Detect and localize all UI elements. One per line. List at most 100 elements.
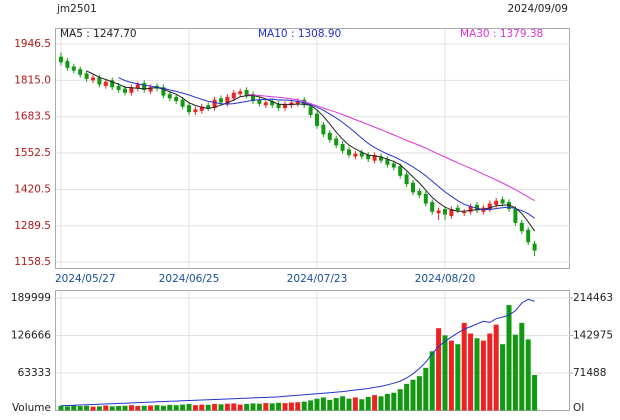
y2-axis-label: OI xyxy=(573,402,584,414)
volume-bar xyxy=(340,396,346,411)
candle-body xyxy=(385,159,390,165)
volume-bar xyxy=(327,399,333,411)
volume-bar xyxy=(141,405,147,411)
volume-bar xyxy=(474,338,480,411)
candle-body xyxy=(251,94,255,102)
candle-body xyxy=(398,166,403,176)
volume-bar xyxy=(199,404,205,411)
candle-body xyxy=(455,207,460,211)
price-frame xyxy=(55,28,570,269)
volume-bar xyxy=(506,305,512,411)
volume-bar xyxy=(404,383,410,411)
candle-body xyxy=(187,105,191,113)
volume-bar xyxy=(333,398,339,411)
volume-bar xyxy=(359,399,365,411)
candle-body xyxy=(532,243,537,251)
candle-body xyxy=(340,143,345,151)
legend-label: MA10 : 1308.90 xyxy=(258,28,341,40)
volume-bar xyxy=(448,340,454,411)
volume-bar xyxy=(90,406,96,411)
candle-body xyxy=(507,202,511,210)
candle-body xyxy=(487,203,492,210)
candle-body xyxy=(103,81,108,86)
candle-body xyxy=(174,96,179,102)
volume-bar xyxy=(167,404,173,411)
volume-bar xyxy=(154,405,160,411)
candle-body xyxy=(359,152,364,157)
y-tick-label: 1552.5 xyxy=(14,147,51,159)
candle-body xyxy=(263,102,268,106)
candle-body xyxy=(84,73,89,79)
candle-body xyxy=(519,222,524,232)
x-tick-label: 2024/07/23 xyxy=(287,273,348,285)
candle-body xyxy=(404,174,409,185)
candle-body xyxy=(379,156,383,161)
candle-body xyxy=(315,113,319,126)
volume-bar xyxy=(135,406,141,411)
candle-body xyxy=(142,83,147,91)
candle-body xyxy=(513,209,518,223)
candle-body xyxy=(59,56,63,63)
candle-body xyxy=(225,96,230,104)
candle-body xyxy=(180,99,185,107)
volume-bar xyxy=(314,398,320,411)
candle-body xyxy=(71,66,76,71)
volume-bar xyxy=(461,322,467,411)
candle-body xyxy=(494,200,499,205)
volume-bar xyxy=(493,324,499,411)
volume-bar xyxy=(301,401,307,411)
volume-bar xyxy=(295,402,301,411)
y-tick-label: 1946.5 xyxy=(14,38,51,50)
candle-body xyxy=(321,124,326,135)
x-tick-label: 2024/05/27 xyxy=(55,273,116,285)
y-tick-label: 189999 xyxy=(11,292,51,304)
volume-bar xyxy=(372,395,378,411)
volume-bar xyxy=(391,392,397,411)
y2-tick-label: 214463 xyxy=(573,292,613,304)
candle-body xyxy=(417,191,422,196)
legend-label: MA30 : 1379.38 xyxy=(460,28,543,40)
chart-date: 2024/09/09 xyxy=(507,3,568,15)
legend-label: MA5 : 1247.70 xyxy=(60,28,137,40)
volume-bar xyxy=(77,406,83,411)
volume-bar xyxy=(500,344,506,411)
candle-body xyxy=(283,103,287,108)
volume-bar xyxy=(263,403,269,411)
candle-body xyxy=(212,99,217,108)
volume-bar xyxy=(525,339,531,411)
volume-bar xyxy=(212,403,218,411)
volume-bar xyxy=(352,397,358,411)
candle-body xyxy=(199,106,204,111)
y-axis-label: Volume xyxy=(12,402,51,414)
volume-bar xyxy=(442,335,448,411)
x-tick-label: 2024/06/25 xyxy=(159,273,220,285)
volume-bar xyxy=(532,374,538,411)
candle-body xyxy=(257,99,262,104)
candle-body xyxy=(167,94,172,99)
candle-body xyxy=(443,209,447,215)
volume-bar xyxy=(103,405,109,411)
volume-bar xyxy=(116,406,122,411)
volume-bar xyxy=(436,328,442,411)
candle-body xyxy=(308,106,313,115)
ma-line xyxy=(246,93,535,202)
volume-bar xyxy=(84,405,90,411)
volume-bar xyxy=(410,379,416,411)
candle-body xyxy=(289,102,294,106)
volume-bar xyxy=(455,344,461,411)
ma-line xyxy=(86,70,536,232)
oi-line xyxy=(60,298,535,407)
candle-body xyxy=(123,88,127,93)
volume-bar xyxy=(276,402,282,411)
volume-bar xyxy=(308,400,314,411)
candle-body xyxy=(500,199,505,204)
volume-bar xyxy=(487,333,493,411)
volume-bar xyxy=(160,405,166,411)
y-tick-label: 1289.5 xyxy=(14,220,51,232)
candle-body xyxy=(353,153,358,157)
y-tick-label: 63333 xyxy=(18,367,51,379)
volume-bar xyxy=(288,402,294,411)
candle-body xyxy=(411,182,415,193)
